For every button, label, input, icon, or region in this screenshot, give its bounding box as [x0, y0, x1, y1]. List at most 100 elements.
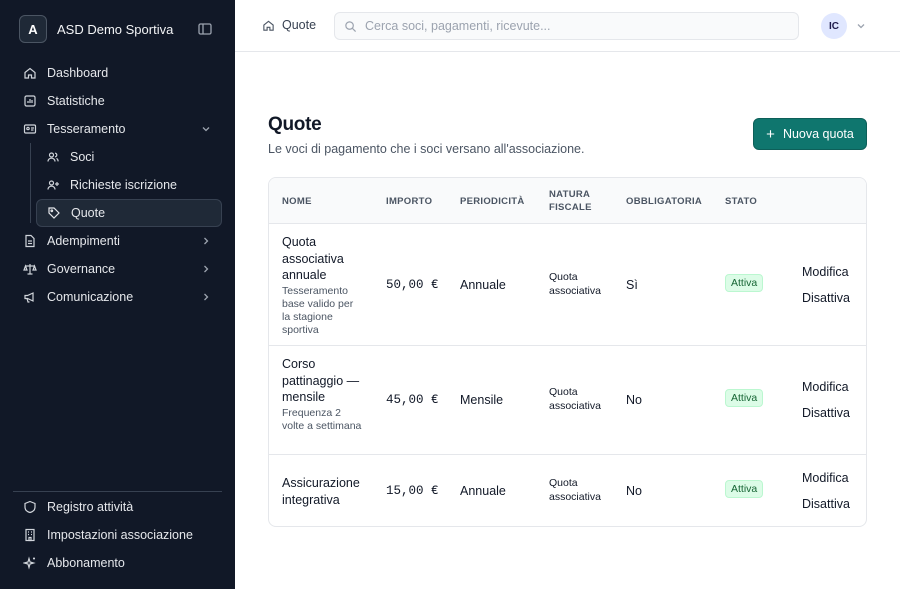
table-row: Corso pattinaggio — mensile Frequenza 2 …: [269, 346, 866, 455]
status-badge: Attiva: [725, 389, 764, 407]
sidebar-item-abbonamento[interactable]: Abbonamento: [13, 549, 222, 577]
name-cell: Assicurazione integrativa: [282, 475, 372, 508]
building-icon: [23, 528, 37, 542]
new-quota-button[interactable]: + Nuova quota: [753, 118, 867, 150]
obbligatoria-cell: No: [626, 484, 642, 498]
sidebar-item-label: Statistiche: [47, 94, 105, 108]
sidebar-item-registro-attivita[interactable]: Registro attività: [13, 493, 222, 521]
sidebar-item-label: Abbonamento: [47, 556, 125, 570]
sidebar-item-governance[interactable]: Governance: [13, 255, 222, 283]
name-cell: Corso pattinaggio — mensile Frequenza 2 …: [282, 356, 362, 433]
brand-avatar: A: [19, 15, 47, 43]
breadcrumb-label: Quote: [282, 18, 317, 32]
users-icon: [46, 150, 60, 164]
plus-icon: +: [766, 125, 775, 143]
search-icon: [344, 20, 357, 33]
sidebar-item-statistiche[interactable]: Statistiche: [13, 87, 222, 115]
sidebar-item-tesseramento[interactable]: Tesseramento: [13, 115, 222, 143]
sidebar-item-impostazioni-associazione[interactable]: Impostazioni associazione: [13, 521, 222, 549]
edit-button[interactable]: Modifica: [802, 471, 849, 485]
natura-cell: Quota associativa: [549, 271, 601, 297]
sidebar-item-dashboard[interactable]: Dashboard: [13, 59, 222, 87]
page-title: Quote: [268, 114, 322, 135]
sidebar-item-label: Comunicazione: [47, 290, 134, 304]
chart-icon: [23, 94, 37, 108]
sidebar-item-label: Quote: [71, 206, 106, 220]
brand[interactable]: A ASD Demo Sportiva: [19, 15, 173, 43]
shield-icon: [23, 500, 37, 514]
brand-name: ASD Demo Sportiva: [57, 21, 174, 37]
amount-cell: 50,00 €: [386, 278, 439, 292]
obbligatoria-cell: Sì: [626, 278, 638, 292]
avatar[interactable]: IC: [821, 13, 847, 39]
document-icon: [23, 234, 37, 248]
sidebar-footer: Registro attività Impostazioni associazi…: [13, 491, 222, 577]
quota-name: Corso pattinaggio — mensile: [282, 357, 360, 404]
tag-icon: [47, 206, 61, 220]
new-quota-label: Nuova quota: [782, 127, 854, 141]
sidebar-item-label: Registro attività: [47, 500, 134, 514]
sidebar-item-label: Soci: [70, 150, 95, 164]
quote-table: NOME IMPORTO PERIODICITÀ NATURA FISCALE …: [268, 177, 867, 527]
breadcrumb[interactable]: Quote: [262, 18, 316, 32]
sidebar-item-adempimenti[interactable]: Adempimenti: [13, 227, 222, 255]
period-cell: Annuale: [460, 278, 506, 292]
sidebar-item-soci[interactable]: Soci: [36, 143, 222, 171]
table-row: Quota associativa annuale Tesseramento b…: [269, 224, 866, 346]
chevron-down-icon: [855, 20, 867, 32]
name-cell: Quota associativa annuale Tesseramento b…: [282, 234, 362, 338]
column-header-obbligatoria: OBBLIGATORIA: [626, 196, 703, 207]
sidebar-item-label: Dashboard: [47, 66, 109, 80]
natura-cell: Quota associativa: [549, 386, 601, 412]
tesseramento-submenu: Soci Richieste iscrizione Quote: [30, 143, 222, 227]
sidebar-nav: Dashboard Statistiche Tesseramento Soci …: [13, 59, 222, 311]
disable-button[interactable]: Disattiva: [802, 497, 850, 511]
column-header-importo: IMPORTO: [386, 196, 433, 207]
status-badge: Attiva: [725, 274, 764, 292]
sidebar-item-label: Tesseramento: [47, 122, 126, 136]
search-input[interactable]: [365, 19, 785, 33]
sidebar-item-quote[interactable]: Quote: [36, 199, 222, 227]
id-card-icon: [23, 122, 37, 136]
amount-cell: 45,00 €: [386, 393, 439, 407]
chevron-right-icon: [200, 235, 212, 247]
table-row: Assicurazione integrativa 15,00 € Annual…: [269, 455, 866, 526]
scale-icon: [23, 262, 37, 276]
sidebar-item-richieste-iscrizione[interactable]: Richieste iscrizione: [36, 171, 222, 199]
sidebar-item-label: Governance: [47, 262, 116, 276]
quota-description: Frequenza 2 volte a settimana: [282, 406, 362, 432]
column-header-periodicita: PERIODICITÀ: [460, 196, 525, 207]
chevron-right-icon: [200, 263, 212, 275]
amount-cell: 15,00 €: [386, 484, 439, 498]
user-plus-icon: [46, 178, 60, 192]
user-menu[interactable]: IC: [821, 13, 867, 39]
status-badge: Attiva: [725, 480, 764, 498]
megaphone-icon: [23, 290, 37, 304]
search-box[interactable]: [334, 12, 799, 40]
disable-button[interactable]: Disattiva: [802, 406, 850, 420]
chevron-right-icon: [200, 291, 212, 303]
column-header-nome: NOME: [282, 196, 312, 207]
edit-button[interactable]: Modifica: [802, 265, 849, 279]
disable-button[interactable]: Disattiva: [802, 291, 850, 305]
chevron-down-icon: [200, 123, 212, 135]
sidebar-item-comunicazione[interactable]: Comunicazione: [13, 283, 222, 311]
sidebar: A ASD Demo Sportiva Dashboard Statistich…: [0, 0, 235, 589]
natura-cell: Quota associativa: [549, 477, 601, 503]
column-header-stato: STATO: [725, 196, 758, 207]
submenu-guide-line: [30, 143, 31, 223]
period-cell: Annuale: [460, 484, 506, 498]
sparkles-icon: [23, 556, 37, 570]
home-icon: [262, 19, 275, 32]
sidebar-item-label: Adempimenti: [47, 234, 120, 248]
table-header: NOME IMPORTO PERIODICITÀ NATURA FISCALE …: [269, 178, 866, 224]
edit-button[interactable]: Modifica: [802, 380, 849, 394]
sidebar-item-label: Richieste iscrizione: [70, 178, 177, 192]
period-cell: Mensile: [460, 393, 504, 407]
obbligatoria-cell: No: [626, 393, 642, 407]
sidebar-toggle-icon[interactable]: [197, 21, 213, 37]
page-subtitle: Le voci di pagamento che i soci versano …: [268, 142, 585, 156]
home-icon: [23, 66, 37, 80]
sidebar-item-label: Impostazioni associazione: [47, 528, 193, 542]
quota-name: Quota associativa annuale: [282, 235, 344, 282]
